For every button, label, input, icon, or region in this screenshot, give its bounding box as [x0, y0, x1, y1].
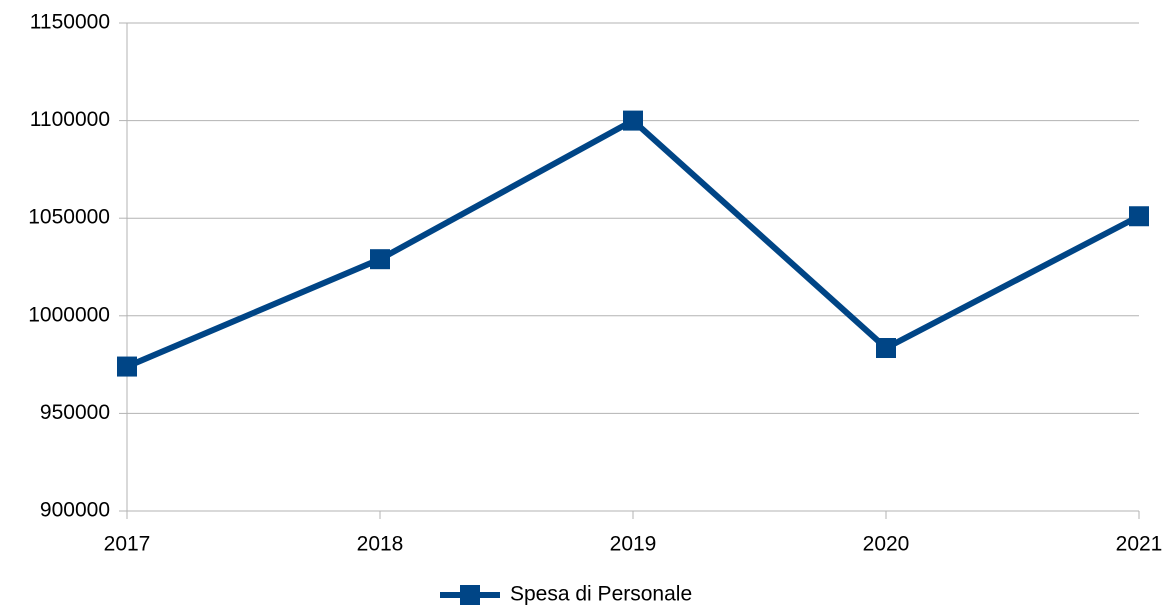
x-tick-label: 2021	[1116, 533, 1163, 556]
legend-label: Spesa di Personale	[510, 583, 692, 606]
y-tick-label: 1100000	[30, 108, 110, 131]
data-point	[876, 338, 896, 359]
y-tick-label: 1000000	[28, 303, 110, 326]
series-line	[125, 117, 1141, 370]
y-tick-label: 900000	[40, 499, 110, 522]
x-tick-label: 2019	[610, 533, 657, 556]
data-point	[623, 110, 643, 131]
x-tick-label: 2018	[357, 533, 404, 556]
x-tick-label: 2020	[863, 533, 910, 556]
y-tick-label: 1150000	[30, 11, 110, 34]
y-tick-label: 1050000	[28, 206, 110, 229]
x-tick-label: 2017	[104, 533, 151, 556]
y-tick-label: 950000	[40, 401, 110, 424]
legend-marker	[460, 585, 480, 605]
data-point	[117, 356, 137, 377]
data-point	[370, 249, 390, 270]
data-point	[1129, 206, 1149, 227]
